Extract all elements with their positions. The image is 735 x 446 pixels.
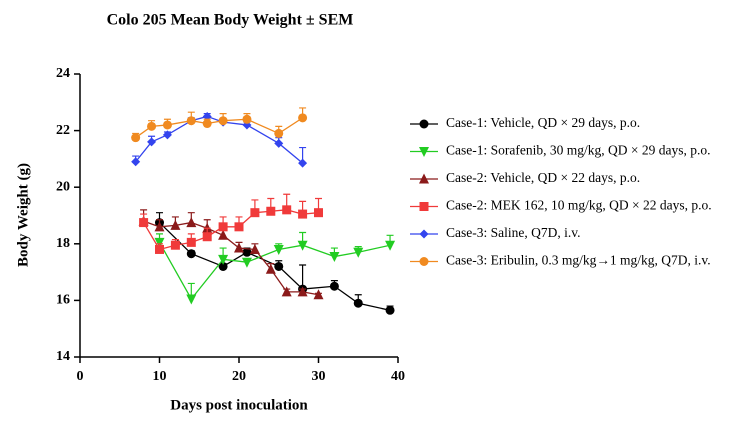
- data-point: [162, 120, 172, 130]
- data-point: [218, 222, 228, 232]
- data-point: [218, 254, 229, 265]
- x-tick-label: 20: [232, 369, 246, 384]
- data-point: [147, 137, 157, 147]
- data-point: [242, 114, 252, 124]
- y-axis-label: Body Weight (g): [15, 163, 31, 267]
- data-point: [154, 221, 165, 232]
- data-point: [265, 263, 276, 274]
- data-point: [353, 247, 364, 258]
- y-tick-label: 20: [56, 179, 70, 194]
- data-point: [385, 240, 396, 251]
- data-point: [282, 205, 292, 215]
- legend-marker: [419, 202, 429, 211]
- data-point: [241, 257, 252, 268]
- data-point: [155, 244, 164, 254]
- data-point: [154, 237, 165, 248]
- data-point: [385, 305, 395, 315]
- data-point: [298, 113, 308, 123]
- y-tick-label: 14: [56, 349, 70, 364]
- legend-label: Case-2: MEK 162, 10 mg/kg, QD × 22 days,…: [446, 198, 712, 213]
- legend-label: Case-2: Vehicle, QD × 22 days, p.o.: [446, 170, 640, 185]
- y-tick-label: 18: [56, 236, 70, 251]
- data-point: [314, 208, 323, 218]
- data-point: [147, 121, 157, 131]
- legend-marker: [419, 119, 429, 129]
- data-point: [186, 237, 196, 247]
- data-point: [218, 261, 228, 271]
- data-point: [298, 209, 308, 219]
- data-point: [313, 289, 324, 300]
- data-point: [297, 240, 308, 251]
- x-tick-label: 40: [391, 369, 405, 384]
- data-point: [186, 249, 196, 259]
- legend-label: Case-3: Eribulin, 0.3 mg/kg→1 mg/kg, Q7D…: [446, 253, 711, 268]
- data-point: [186, 217, 197, 228]
- data-point: [250, 208, 260, 218]
- legend-label: Case-3: Saline, Q7D, i.v.: [446, 225, 580, 240]
- data-point: [274, 128, 284, 138]
- data-point: [234, 242, 244, 253]
- data-point: [266, 206, 276, 216]
- x-tick-label: 10: [153, 369, 167, 384]
- y-tick-label: 22: [56, 123, 70, 138]
- data-point: [234, 222, 244, 232]
- data-point: [274, 138, 284, 148]
- legend-marker: [419, 229, 429, 239]
- data-point: [274, 261, 284, 271]
- series-line: [135, 115, 304, 164]
- data-point: [131, 133, 141, 143]
- data-point: [329, 281, 339, 291]
- legend-label: Case-1: Vehicle, QD × 29 days, p.o.: [446, 115, 640, 130]
- data-point: [297, 286, 308, 297]
- x-tick-label: 0: [77, 369, 84, 384]
- data-point: [170, 219, 181, 230]
- data-point: [273, 244, 284, 255]
- data-point: [131, 157, 141, 167]
- data-point: [139, 218, 149, 228]
- chart-title: Colo 205 Mean Body Weight ± SEM: [107, 12, 354, 29]
- x-axis-label: Days post inoculation: [170, 397, 308, 413]
- legend-marker: [419, 257, 429, 266]
- data-point: [202, 232, 212, 242]
- data-point: [298, 158, 308, 168]
- data-point: [186, 116, 196, 126]
- legend-label: Case-1: Sorafenib, 30 mg/kg, QD × 29 day…: [446, 143, 710, 158]
- data-point: [329, 252, 340, 263]
- x-tick-label: 30: [312, 369, 326, 384]
- data-point: [202, 119, 212, 129]
- legend-marker: [419, 147, 429, 157]
- data-point: [281, 286, 292, 297]
- y-tick-label: 16: [56, 293, 70, 308]
- data-point: [170, 240, 180, 250]
- data-point: [218, 116, 228, 126]
- data-point: [242, 247, 252, 257]
- data-point: [218, 229, 229, 240]
- data-point: [353, 298, 363, 308]
- y-tick-label: 24: [56, 66, 70, 81]
- series-line: [143, 209, 319, 251]
- data-point: [249, 243, 260, 254]
- data-point: [162, 130, 172, 140]
- data-point: [186, 294, 197, 305]
- legend-marker: [419, 173, 429, 184]
